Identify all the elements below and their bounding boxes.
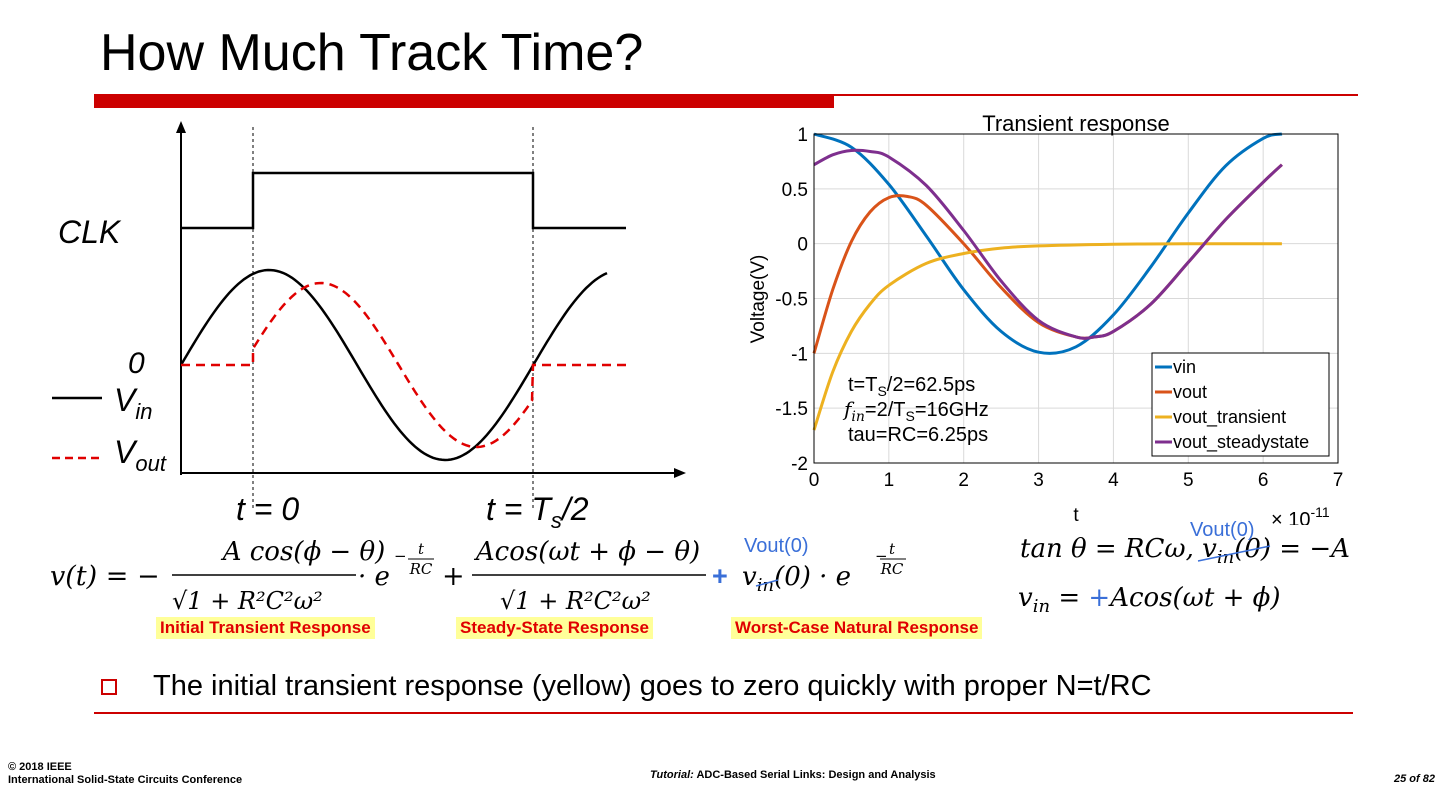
legend-box xyxy=(1151,352,1330,457)
vout-legend-label: Vout xyxy=(114,434,167,476)
footer-tutorial-prefix: Tutorial: xyxy=(650,769,694,781)
chart-xlabel: t xyxy=(1073,505,1079,525)
eq-plus1: + xyxy=(442,561,465,592)
chart-ylabel: Voltage(V) xyxy=(748,255,769,344)
footer-copyright-line2: International Solid-State Circuits Confe… xyxy=(8,774,243,786)
chart-ticks: 0 1 2 3 4 5 6 7 1 0.5 0 -0.5 -1 -1.5 -2 xyxy=(775,125,1343,491)
series-line-vin xyxy=(813,132,1283,355)
main-equation: v(t) = − A cos(ϕ − θ) √1 + R²C²ω² · e − … xyxy=(50,535,906,615)
x-tick-label: 3 xyxy=(1033,470,1044,491)
eq-term2-denominator: √1 + R²C²ω² xyxy=(500,587,651,615)
x-tick-label: 6 xyxy=(1258,470,1269,491)
label-worst-case: Worst-Case Natural Response xyxy=(731,617,983,639)
chart-annotation-tau: tau=RC=6.25ps xyxy=(848,424,988,446)
bullet-text: The initial transient response (yellow) … xyxy=(153,670,1152,702)
y-tick-label: 1 xyxy=(797,125,808,146)
side-equations: Vout(0) tan θ = RCω, vin(0) = −A vin = +… xyxy=(1018,519,1350,617)
footer-page-number: 25 of 82 xyxy=(1394,773,1435,785)
y-tick-label: 0 xyxy=(797,235,808,256)
clk-label: CLK xyxy=(58,214,122,250)
transient-response-chart: 0 1 2 3 4 5 6 7 1 0.5 0 -0.5 -1 -1.5 -2 Transient resp… xyxy=(748,111,1343,525)
timing-diagram: CLK 0 Vin Vout t = 0 t = Ts/2 xyxy=(52,121,686,533)
tan-equation: tan θ = RCω, vin(0) = −A xyxy=(1020,534,1350,568)
bottom-rule xyxy=(94,712,1353,714)
eq-term2-numerator: Acos(ωt + ϕ − θ) xyxy=(474,537,700,567)
chart-x-exponent: × 10-11 xyxy=(1271,504,1330,525)
footer-tutorial-title: Tutorial: ADC-Based Serial Links: Design… xyxy=(650,769,936,781)
eq-term1-exp-den: RC xyxy=(409,560,433,578)
eq-term3-exp-num: t xyxy=(889,540,896,558)
chart-annotation-fin: fin=2/TS=16GHz xyxy=(842,397,989,425)
timing-y-axis-arrow xyxy=(176,121,186,133)
tan-strike xyxy=(1197,545,1271,562)
slide-title: How Much Track Time? xyxy=(100,24,644,82)
eq-term1-exp-minus: − xyxy=(394,547,407,565)
eq-term1-numerator: A cos(ϕ − θ) xyxy=(221,537,386,567)
x-tick-label: 2 xyxy=(958,470,969,491)
vout-waveform xyxy=(181,281,630,449)
side-vout0-label: Vout(0) xyxy=(1190,519,1254,541)
footer-copyright-line1: © 2018 IEEE xyxy=(8,761,72,773)
eq-term1-exp-num: t xyxy=(418,540,425,558)
vin-waveform xyxy=(179,268,608,462)
legend-entry-vout-transient: vout_transient xyxy=(1173,407,1286,428)
eq-term1-denominator: √1 + R²C²ω² xyxy=(172,587,323,615)
legend-entry-vout: vout xyxy=(1173,382,1207,402)
vin-legend-label: Vin xyxy=(114,382,152,424)
eq-vout0-label: Vout(0) xyxy=(744,535,808,557)
zero-label: 0 xyxy=(128,347,145,380)
vin-equation: vin = +Acos(ωt + ϕ) xyxy=(1018,583,1281,617)
chart-title: Transient response xyxy=(982,111,1170,136)
timing-x-axis-arrow xyxy=(674,468,686,478)
eq-term3: vin(0) · e xyxy=(742,562,851,596)
title-underline-thin xyxy=(834,94,1358,96)
y-tick-label: -1.5 xyxy=(775,399,808,420)
t0-label: t = 0 xyxy=(236,491,299,527)
x-tick-label: 0 xyxy=(809,470,820,491)
eq-term3-strike xyxy=(755,579,779,587)
series-line-vout-transient xyxy=(812,242,1282,431)
eq-lhs: v(t) = − xyxy=(50,561,160,592)
clk-waveform xyxy=(181,171,626,230)
series-line-vout-steadystate xyxy=(813,148,1283,340)
eq-term1-exp: · e xyxy=(358,562,390,592)
footer-tutorial-text: ADC-Based Serial Links: Design and Analy… xyxy=(693,769,936,781)
x-tick-label: 5 xyxy=(1183,470,1194,491)
y-tick-label: -2 xyxy=(791,454,808,475)
ts-label: t = Ts/2 xyxy=(486,491,589,533)
footer-copyright: © 2018 IEEE International Solid-State Ci… xyxy=(8,761,242,787)
y-tick-label: -1 xyxy=(791,344,808,365)
x-tick-label: 7 xyxy=(1333,470,1344,491)
x-tick-label: 4 xyxy=(1108,470,1119,491)
chart-series xyxy=(812,132,1283,431)
legend-entry-vin: vin xyxy=(1173,357,1196,377)
bullet-marker xyxy=(101,679,117,695)
chart-legend: vin vout vout_transient vout_steadystate xyxy=(1151,352,1330,457)
chart-frame xyxy=(813,133,1339,464)
eq-term3-exp-minus: − xyxy=(875,547,888,565)
chart-annotation-ts: t=TS/2=62.5ps xyxy=(848,374,975,399)
title-underline-thick xyxy=(94,94,834,108)
legend-entry-vout-steadystate: vout_steadystate xyxy=(1173,432,1309,453)
y-tick-label: 0.5 xyxy=(782,180,808,201)
x-tick-label: 1 xyxy=(884,470,895,491)
eq-term3-exp-den: RC xyxy=(880,560,904,578)
label-initial-transient: Initial Transient Response xyxy=(156,617,375,639)
label-steady-state: Steady-State Response xyxy=(456,617,653,639)
eq-plus2: + xyxy=(712,561,728,591)
y-tick-label: -0.5 xyxy=(775,290,808,311)
